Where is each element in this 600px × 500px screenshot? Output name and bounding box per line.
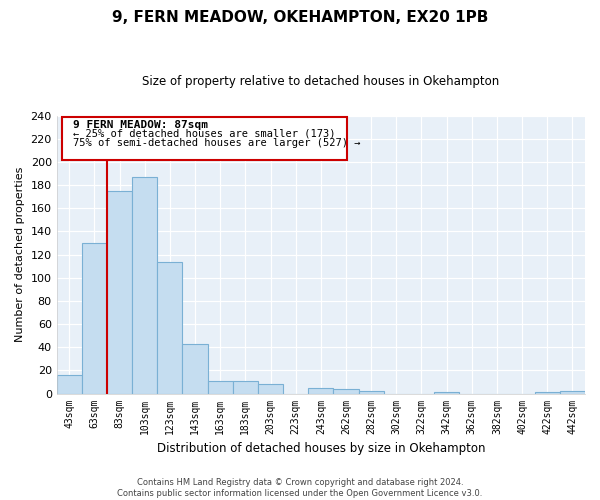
Bar [535, 392, 560, 394]
Text: ← 25% of detached houses are smaller (173): ← 25% of detached houses are smaller (17… [73, 129, 335, 139]
Y-axis label: Number of detached properties: Number of detached properties [15, 167, 25, 342]
Bar [334, 389, 359, 394]
Bar [258, 384, 283, 394]
FancyBboxPatch shape [62, 117, 347, 160]
Bar [208, 381, 233, 394]
Bar [560, 391, 585, 394]
Bar [157, 262, 182, 394]
Bar [56, 375, 82, 394]
Bar [182, 344, 208, 394]
X-axis label: Distribution of detached houses by size in Okehampton: Distribution of detached houses by size … [157, 442, 485, 455]
Bar [233, 381, 258, 394]
Text: 9, FERN MEADOW, OKEHAMPTON, EX20 1PB: 9, FERN MEADOW, OKEHAMPTON, EX20 1PB [112, 10, 488, 25]
Bar [359, 391, 384, 394]
Title: Size of property relative to detached houses in Okehampton: Size of property relative to detached ho… [142, 75, 499, 88]
Bar [434, 392, 459, 394]
Text: 75% of semi-detached houses are larger (527) →: 75% of semi-detached houses are larger (… [73, 138, 360, 148]
Bar [308, 388, 334, 394]
Bar [132, 177, 157, 394]
Bar [82, 243, 107, 394]
Bar [107, 191, 132, 394]
Text: 9 FERN MEADOW: 87sqm: 9 FERN MEADOW: 87sqm [73, 120, 208, 130]
Text: Contains HM Land Registry data © Crown copyright and database right 2024.
Contai: Contains HM Land Registry data © Crown c… [118, 478, 482, 498]
